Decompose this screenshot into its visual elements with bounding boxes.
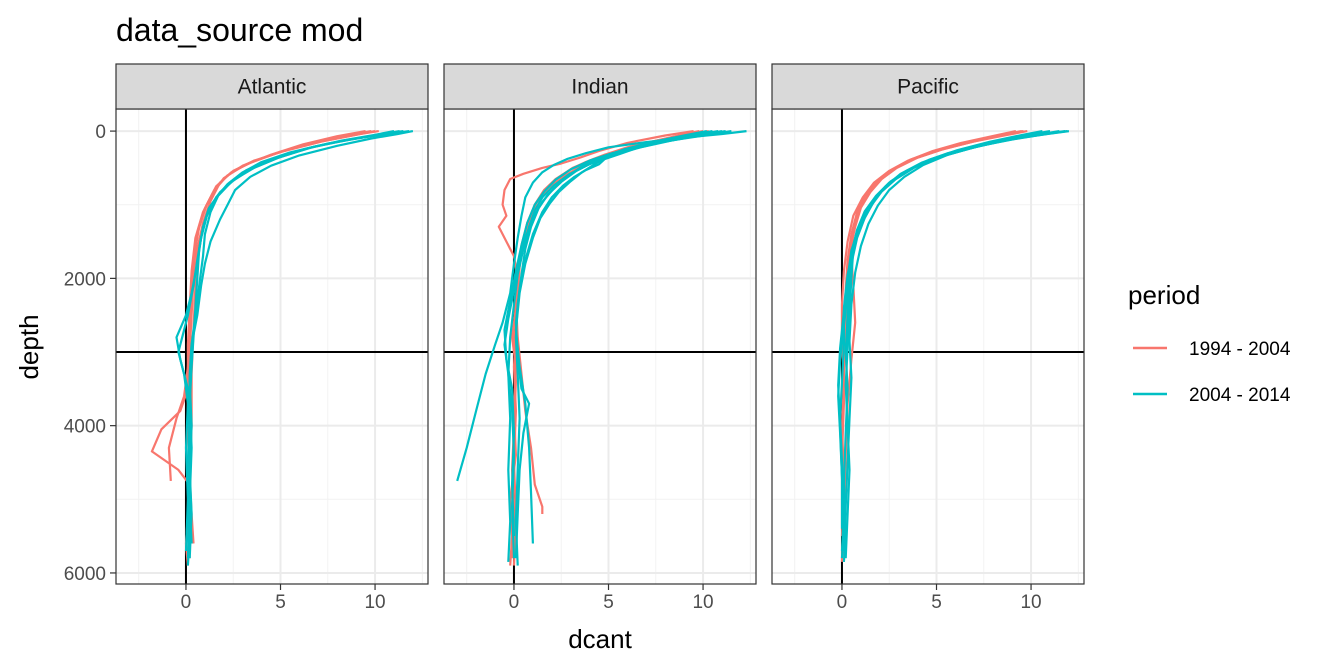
legend-entry: 1994 - 2004 (1133, 339, 1291, 360)
y-tick-label: 2000 (64, 269, 106, 290)
x-axis-title: dcant (568, 624, 632, 654)
series-line (503, 130, 708, 559)
series-line (840, 130, 1017, 537)
x-tick-label: 5 (275, 592, 286, 613)
facet-indian: Indian 0 5 10 (443, 63, 757, 613)
legend-title: period (1128, 280, 1200, 310)
x-tick-label: 0 (509, 592, 520, 613)
strip-label: Atlantic (238, 76, 307, 99)
facet-atlantic: Atlantic 0 5 10 0 2000 4000 6000 (64, 63, 429, 613)
series-line (514, 130, 726, 566)
series-line (456, 130, 747, 482)
legend-label: 1994 - 2004 (1189, 339, 1291, 360)
strip-label: Pacific (897, 76, 959, 99)
strip-background (115, 63, 429, 110)
x-tick-label: 10 (364, 592, 385, 613)
strip-background (771, 63, 1085, 110)
legend-label: 2004 - 2014 (1189, 385, 1291, 406)
x-tick-label: 0 (837, 592, 848, 613)
strip-background (443, 63, 757, 110)
legend-entry: 2004 - 2014 (1133, 385, 1291, 406)
y-tick-label: 6000 (64, 564, 106, 585)
legend: period 1994 - 2004 2004 - 2014 (1128, 280, 1291, 406)
panel-background (116, 109, 428, 584)
y-axis-title: depth (14, 314, 44, 379)
series-line (842, 130, 1068, 551)
facet-pacific: Pacific 0 5 10 (771, 63, 1085, 613)
series-line (842, 130, 1043, 562)
y-tick-label: 4000 (64, 417, 106, 438)
strip-label: Indian (571, 76, 628, 99)
y-tick-label: 0 (95, 122, 106, 143)
panel-background (444, 109, 756, 584)
legend-entries: 1994 - 2004 2004 - 2014 (1133, 339, 1291, 406)
x-tick-label: 5 (931, 592, 942, 613)
x-tick-label: 10 (1020, 592, 1041, 613)
series-line (186, 130, 400, 559)
x-tick-label: 10 (692, 592, 713, 613)
chart-title: data_source mod (116, 12, 363, 48)
x-tick-label: 0 (181, 592, 192, 613)
panel-background (772, 109, 1084, 584)
x-tick-label: 5 (603, 592, 614, 613)
